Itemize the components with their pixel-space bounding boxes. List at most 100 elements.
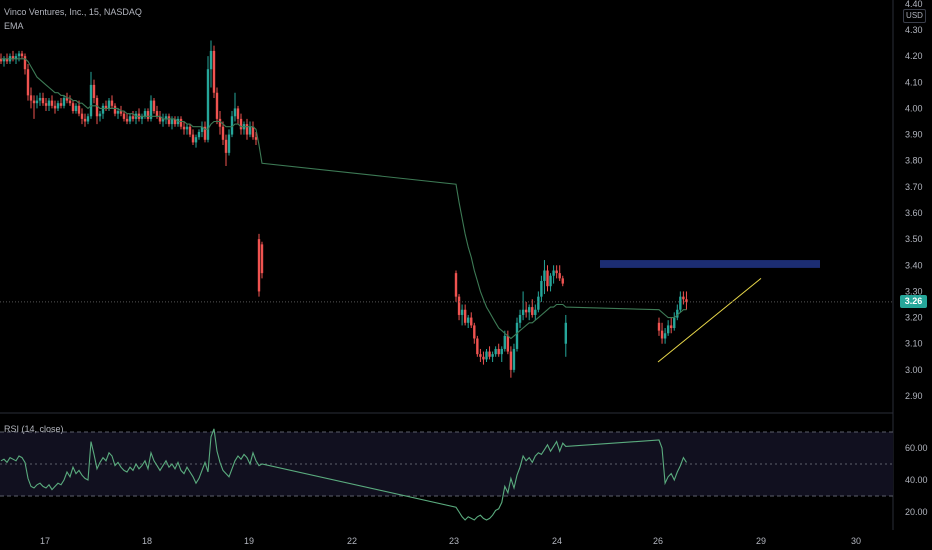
candle-body [20,53,24,57]
ascending-trendline[interactable] [657,277,762,363]
candle-body [173,118,177,125]
candle-body [44,103,48,106]
candle-body [543,270,546,281]
price-tick-label: 3.10 [905,339,923,349]
rsi-legend[interactable]: RSI (14, close) [4,424,64,434]
candle-body [564,322,567,344]
ema-line [1,58,687,340]
price-axis[interactable]: 2.90 3.00 3.10 3.20 3.30 3.40 3.50 3.60 3.70 3.80… [905,0,923,401]
candle-body [29,95,33,101]
candle-body [122,113,126,119]
candle-body [518,314,522,323]
candle-body [512,348,516,370]
candle-body [470,317,473,326]
candle-body [50,100,54,106]
candle-body [488,351,491,357]
candle-body [2,58,6,62]
candle-body [251,126,255,138]
candle-body [673,317,676,329]
candle-body [479,354,482,357]
price-tick-label: 3.30 [905,286,923,296]
candle-body [506,335,510,352]
candle-body [101,105,105,114]
current-price-tag: 3.26 [900,295,927,308]
candle-body [221,126,225,140]
candle-body [119,111,123,114]
candle-body [248,126,252,135]
candle-body [14,56,18,59]
candle-body [56,103,60,109]
symbol-title[interactable]: Vinco Ventures, Inc., 15, NASDAQ [4,7,142,17]
candle-body [185,126,189,130]
candle-body [0,58,3,62]
resistance-zone[interactable] [600,260,820,268]
candle-body [657,322,661,331]
ema-path [1,58,687,340]
rsi-tick-label: 40.00 [905,475,928,485]
price-tick-label: 3.00 [905,365,923,375]
price-tick-label: 3.40 [905,260,923,270]
candle-body [26,69,30,96]
candle-body [485,351,488,360]
candle-body [666,325,670,334]
candle-body [113,105,117,114]
currency-badge[interactable]: USD [903,9,926,23]
time-tick-label: 24 [552,536,562,546]
candles [0,40,688,378]
candle-body [206,69,210,140]
candle-body [497,348,500,355]
candle-body [467,317,470,323]
candle-body [125,118,129,122]
candle-body [454,273,458,297]
rsi-line [0,428,687,521]
candle-body [457,296,461,315]
rsi-tick-label: 60.00 [905,443,928,453]
price-tick-label: 3.20 [905,313,923,323]
candle-body [83,118,87,122]
candle-body [95,97,99,117]
candle-body [143,111,147,117]
candle-body [227,134,231,153]
candle-body [540,280,543,297]
candle-body [500,348,503,355]
candle-body [685,299,688,302]
time-axis[interactable]: 17 18 19 22 23 24 26 29 30 [40,536,861,546]
candle-body [549,275,552,287]
price-tick-label: 3.60 [905,208,923,218]
candle-body [41,97,45,104]
candle-body [62,97,66,106]
candle-body [561,278,564,284]
candle-body [170,118,174,125]
candle-body [23,56,27,70]
candle-body [476,338,479,355]
candle-body [47,100,51,106]
price-tick-label: 3.50 [905,234,923,244]
candle-body [552,270,555,276]
candle-body [98,113,102,117]
candle-body [209,50,213,70]
price-tick-label: 4.40 [905,0,923,9]
ema-legend[interactable]: EMA [4,21,24,31]
candle-body [537,296,540,310]
candle-body [463,309,467,323]
candle-body [239,118,243,130]
time-tick-label: 17 [40,536,50,546]
candle-body [110,100,114,106]
price-tick-label: 3.70 [905,182,923,192]
candle-body [524,309,528,313]
candle-body [149,100,153,119]
candle-body [528,307,531,313]
time-tick-label: 23 [449,536,459,546]
candle-body [203,126,207,140]
candle-body [140,116,144,119]
candle-body [679,296,682,310]
candle-body [89,84,93,117]
candle-body [17,53,21,57]
time-tick-label: 26 [653,536,663,546]
candle-body [71,103,75,112]
candle-body [482,356,485,360]
candle-body [200,126,204,132]
candle-body [5,58,9,62]
candle-body [74,105,78,112]
